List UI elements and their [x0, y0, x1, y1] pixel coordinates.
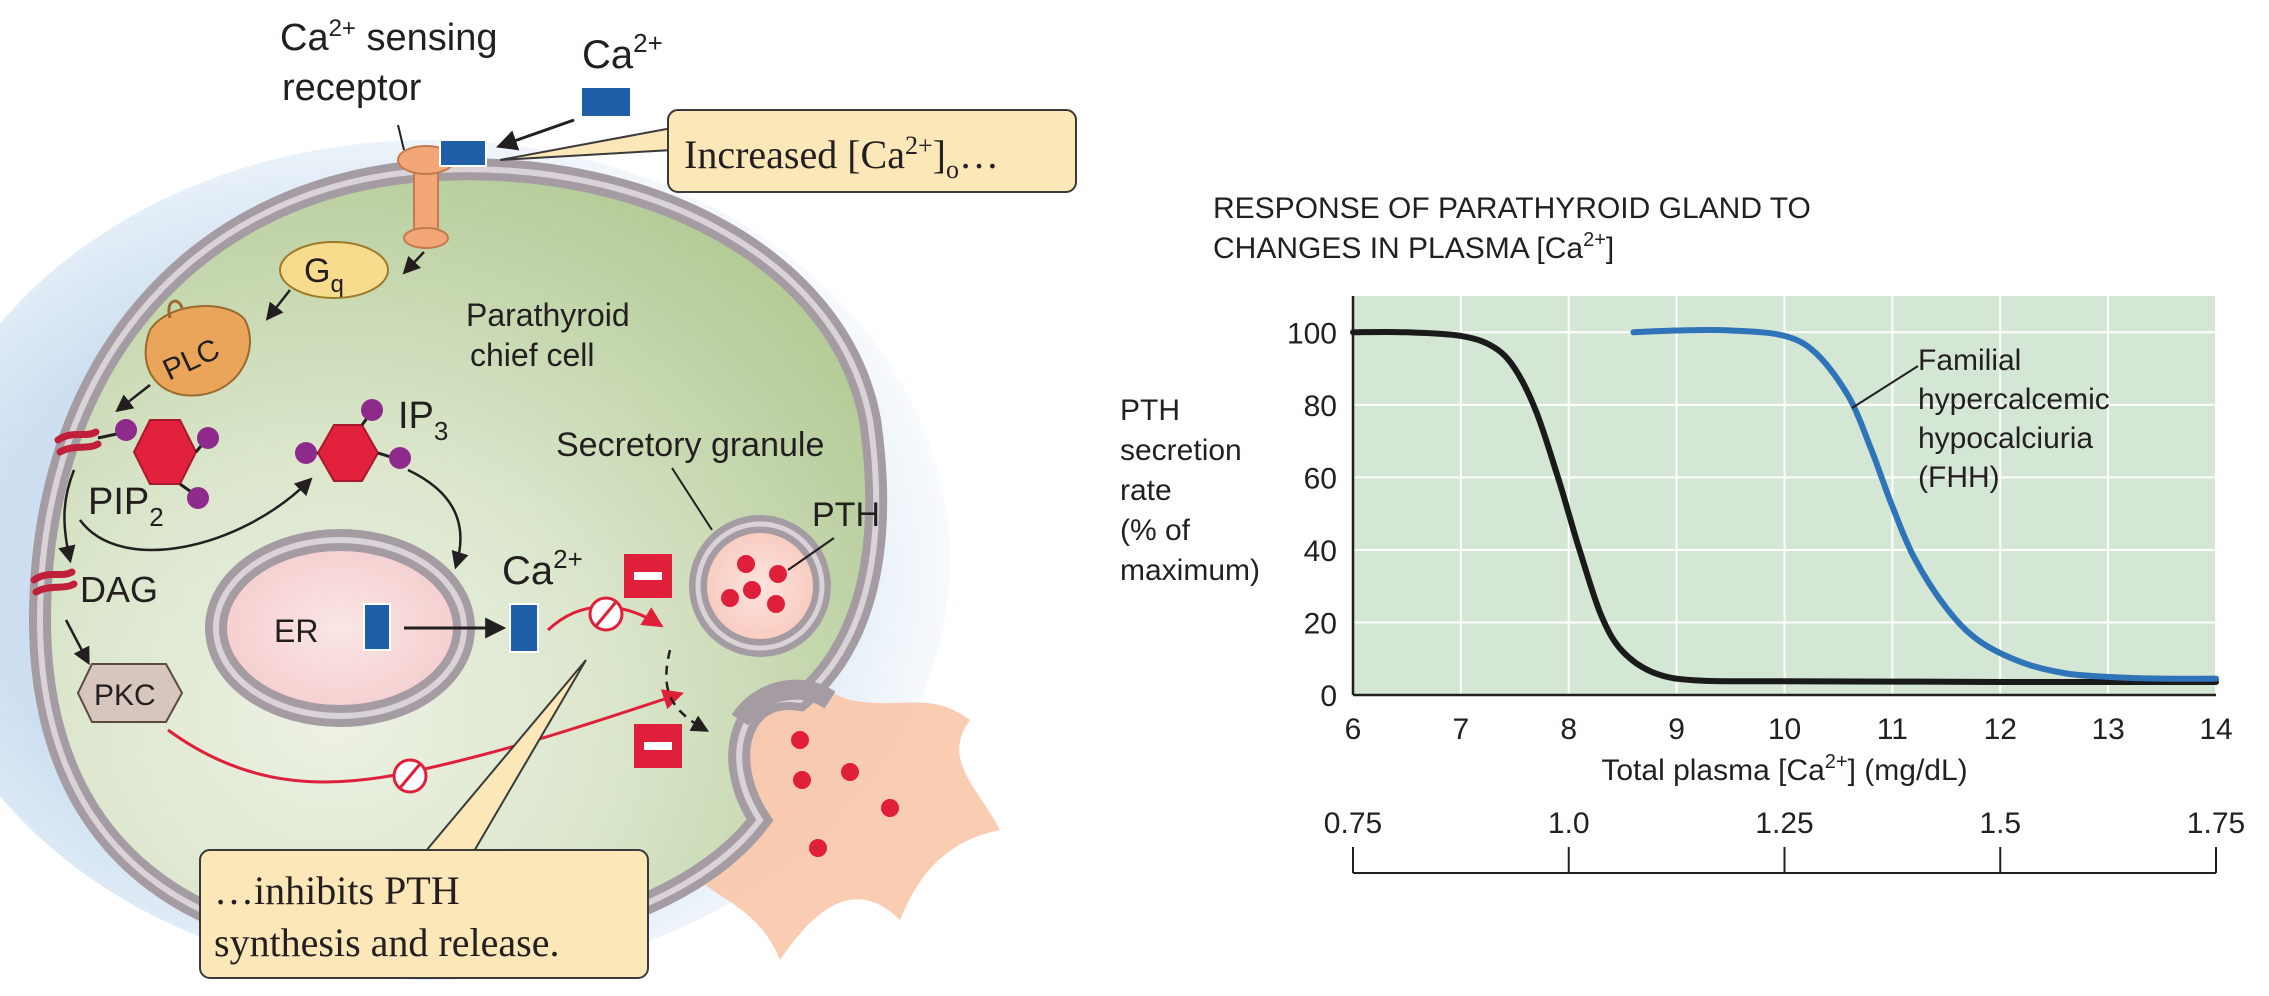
- dag-to-pkc-arrow: [64, 619, 90, 666]
- pth-label: PTH: [812, 496, 880, 534]
- secondary-tick-0: 0.75: [1324, 807, 1382, 840]
- extracellular-ca-label: Ca2+: [582, 28, 663, 77]
- gq-label: Gq: [304, 252, 344, 298]
- bound-calcium-block: [439, 139, 487, 167]
- granule-pth-dots: [721, 555, 787, 613]
- gq-protein: [279, 241, 389, 299]
- ip3-label: IP3: [398, 395, 448, 446]
- x-tick-labels: 6 7 8 9 10 11 12 13 14: [1345, 713, 2233, 746]
- series-normal-curve: [1350, 329, 2219, 685]
- receptor-to-gq-arrow: [402, 251, 425, 275]
- fhh-label-line-1: hypercalcemic: [1918, 383, 2110, 416]
- pth-leader-line: [787, 537, 835, 571]
- chart-title-line1: RESPONSE OF PARATHYROID GLAND TO: [1213, 192, 1811, 225]
- y-tick-40: 40: [1304, 535, 1337, 568]
- x-tick-8: 8: [1560, 713, 1577, 746]
- secondary-tick-2: 1.25: [1755, 807, 1813, 840]
- x-tick-12: 12: [1984, 713, 2017, 746]
- receptor-label-line2: receptor: [282, 67, 422, 109]
- y-axis-label: PTH secretion rate (% of maximum): [1120, 394, 1260, 587]
- secondary-x-axis: 0.75 1.0 1.25 1.5 1.75: [1324, 807, 2245, 874]
- y-tick-20: 20: [1304, 607, 1337, 640]
- fhh-label-line-2: hypocalciuria: [1918, 422, 2093, 455]
- secondary-tick-1: 1.0: [1548, 807, 1590, 840]
- chart-title-line2: CHANGES IN PLASMA [Ca2+]: [1213, 229, 1614, 265]
- bottom-callout-line1: …inhibits PTH: [214, 868, 460, 913]
- ca-binding-arrow: [496, 118, 575, 151]
- receptor-leader-line: [397, 124, 405, 151]
- dag-label: DAG: [80, 569, 158, 610]
- ip3-to-er-arrow: [407, 468, 469, 570]
- granule-leader-line: [671, 467, 713, 531]
- y-tick-100: 100: [1287, 317, 1337, 350]
- x-axis-label: Total plasma [Ca2+] (mg/dL): [1601, 751, 1967, 787]
- y-tick-labels: 0 20 40 60 80 100: [1287, 317, 1337, 713]
- released-pth-dots: [791, 731, 899, 857]
- fhh-series-label: Familial hypercalcemic hypocalciuria (FHH): [1918, 344, 2110, 494]
- pip2-to-ip3-arrow: [78, 477, 313, 552]
- top-callout-box: [667, 109, 1077, 193]
- secretion-blob: [684, 672, 1000, 960]
- intracellular-calcium-block: [509, 603, 539, 653]
- pip2-to-dag-arrow: [58, 469, 76, 564]
- secretory-granule-label: Secretory granule: [556, 426, 824, 464]
- cell-label-line1: Parathyroid: [466, 297, 630, 333]
- y-tick-80: 80: [1304, 390, 1337, 423]
- ca-sensing-receptor: [397, 145, 455, 249]
- plc-to-pip2-arrow: [115, 384, 151, 413]
- x-tick-14: 14: [2199, 713, 2232, 746]
- pkc-enzyme: [76, 663, 184, 723]
- x-tick-7: 7: [1453, 713, 1470, 746]
- x-tick-9: 9: [1668, 713, 1685, 746]
- pth-response-chart: RESPONSE OF PARATHYROID GLAND TO CHANGES…: [1120, 192, 2245, 874]
- receptor-label: Ca2+ sensing: [280, 15, 498, 59]
- x-tick-6: 6: [1345, 713, 1362, 746]
- top-callout-pointer: [499, 126, 673, 161]
- cell-label-line2: chief cell: [470, 337, 595, 373]
- grid-lines: [1353, 296, 2217, 695]
- ip3-molecule: [295, 399, 411, 482]
- pip2-label: PIP2: [88, 481, 164, 532]
- fhh-leader-line: [1851, 365, 1919, 409]
- top-callout-text: Increased [Ca2+]o…: [684, 131, 999, 184]
- x-tick-13: 13: [2091, 713, 2124, 746]
- exocytosis-pit: [731, 679, 836, 727]
- fhh-label-line-3: (FHH): [1918, 461, 2000, 494]
- plc-enzyme: [144, 305, 251, 397]
- x-tick-10: 10: [1768, 713, 1801, 746]
- er-label: ER: [274, 613, 318, 649]
- bottom-callout-line2: synthesis and release.: [214, 920, 559, 965]
- y-tick-0: 0: [1320, 680, 1337, 713]
- secondary-tick-4: 1.75: [2187, 807, 2245, 840]
- y-label-line-1: secretion: [1120, 434, 1242, 467]
- gq-to-plc-arrow: [265, 289, 291, 321]
- dag-molecule: [30, 568, 78, 596]
- y-label-line-2: rate: [1120, 474, 1172, 507]
- er-calcium-block: [363, 603, 391, 651]
- y-label-line-0: PTH: [1120, 394, 1180, 427]
- y-tick-60: 60: [1304, 462, 1337, 495]
- exocytosis-dashed-arrow: [665, 649, 710, 732]
- secondary-tick-3: 1.5: [1979, 807, 2021, 840]
- pkc-label: PKC: [94, 679, 156, 712]
- series-fhh-curve: [1630, 326, 2219, 682]
- x-tick-11: 11: [1877, 713, 1908, 746]
- y-label-line-3: (% of: [1120, 514, 1191, 547]
- cell-diagram: Ca2+ sensing receptor Ca2+ Increased [Ca…: [0, 15, 1077, 980]
- y-label-line-4: maximum): [1120, 554, 1260, 587]
- pip2-molecule: [54, 419, 219, 509]
- extracellular-calcium-block: [582, 88, 630, 116]
- intracellular-ca-label: Ca2+: [502, 544, 583, 593]
- fhh-label-line-0: Familial: [1918, 344, 2021, 377]
- bottom-callout-box: [199, 849, 649, 979]
